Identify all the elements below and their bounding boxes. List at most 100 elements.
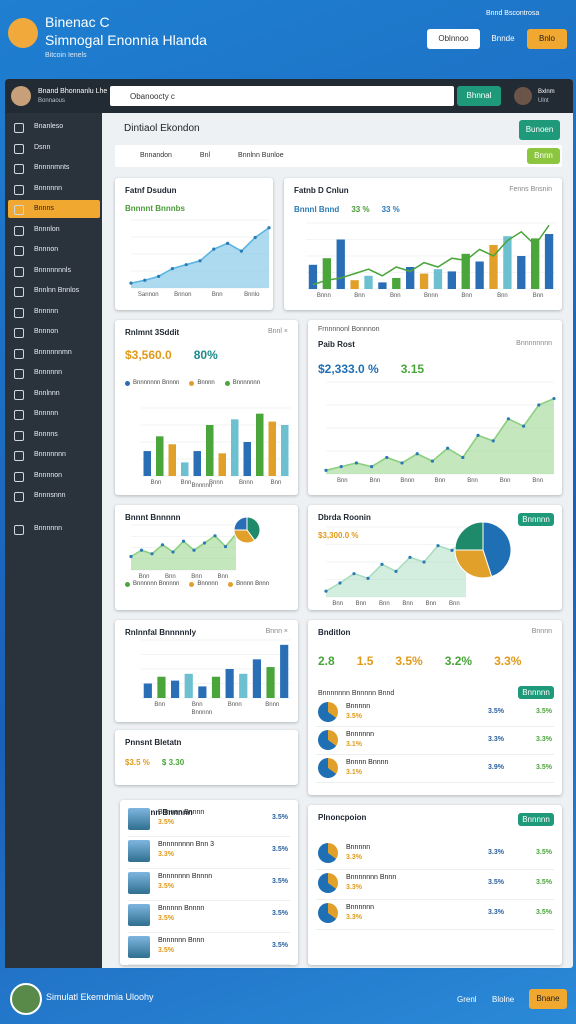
card-note: Bnnnnnnnn [516, 340, 552, 347]
card-title: Pnnsnt Bletatn [125, 738, 182, 747]
sidebar-item[interactable]: Bnnlnn Bnnlos [8, 282, 100, 300]
sidebar-item[interactable]: Bnnnnon [8, 467, 100, 485]
row-divider [316, 899, 554, 900]
x-tick-label: Bnn [212, 292, 223, 298]
card-title: Rnlmnt 3Sddit [125, 328, 180, 337]
topbar-button[interactable]: Bhnnal [457, 86, 501, 106]
bar [364, 275, 373, 289]
row-value: 3.5% [272, 846, 288, 853]
point [537, 403, 541, 407]
chart: Bnn Bnn Bnnn Bnn Bnn Bnn Bnn [324, 381, 556, 484]
chart: Bnn Bnn Bnnn Bnnn [141, 639, 291, 708]
legend: Bnnnnnnn Bnnnn Bnnnn Bnnnnnnn [125, 380, 260, 386]
x-tick-label: Bnnn [239, 480, 253, 486]
bar [198, 686, 207, 698]
point [450, 548, 454, 552]
card-title: Rnlnnfal Bnnnnnly [125, 628, 197, 637]
point [143, 278, 147, 282]
row-pie-icon [318, 843, 338, 863]
bar [206, 425, 214, 476]
point [506, 417, 510, 421]
sidebar-item[interactable]: Bnnnlon [8, 221, 100, 239]
card-title: Fatnf Dsudun [125, 186, 177, 195]
toolbar-tab[interactable]: Bnnandon [140, 152, 172, 159]
stat-value: 80% [193, 348, 218, 362]
sidebar-item[interactable]: Bnnnnnnn [8, 446, 100, 464]
header-button[interactable]: Bnnde [491, 34, 515, 43]
card-button[interactable]: Bnnnnn [518, 513, 554, 526]
sidebar-item[interactable]: Bnnnnnnnls [8, 262, 100, 280]
profile-avatar [514, 87, 532, 105]
row-divider [128, 964, 290, 965]
header-title-1: Binenac C [45, 14, 110, 30]
point [150, 552, 154, 556]
row-divider [316, 754, 554, 755]
profile-name: Bxlnm [538, 89, 555, 95]
row-label: Bnnnnnnnn Bnn 3 [158, 841, 215, 848]
point [415, 452, 419, 456]
bar [168, 444, 176, 476]
footer-link[interactable]: Blolne [492, 995, 515, 1004]
footer-button[interactable]: Bnane [529, 989, 567, 1009]
sidebar-item[interactable]: Bnnnon [8, 241, 100, 259]
sidebar-item[interactable]: Bnanleso [8, 118, 100, 136]
sidebar-item[interactable]: Bnnlnnn [8, 385, 100, 403]
point [324, 589, 328, 593]
sidebar-item[interactable]: Dsnn [8, 139, 100, 157]
search-box[interactable] [110, 86, 454, 106]
toolbar-tab[interactable]: Bnnlnn Bunloe [238, 152, 284, 159]
point [422, 560, 426, 564]
sidebar-item[interactable]: Bnnnnn [8, 303, 100, 321]
bar [433, 269, 443, 289]
card: Rnlnnfal Bnnnnnly Bnnn × Bnnnnn Bnn Bnn Bnnn B… [115, 620, 298, 722]
x-tick-label: Bnnon [174, 292, 191, 298]
sidebar-item[interactable]: Bnnnnnn [8, 180, 100, 198]
card: Rnlmnt 3Sddit Bnnl × $3,560.0 80% Bnnnnnnn B… [115, 320, 298, 495]
sidebar-item[interactable]: Bnnnnnnmn [8, 344, 100, 362]
x-tick-label: Bnn [402, 601, 413, 607]
x-tick-label: Bnn [426, 601, 437, 607]
sidebar-item[interactable]: Bnnnnnn [8, 364, 100, 382]
row-pie-icon [318, 730, 338, 750]
pie-slice [482, 521, 512, 578]
bar [193, 451, 201, 476]
logo [8, 18, 38, 48]
point [223, 545, 228, 549]
x-tick-label: Bnnn [400, 478, 414, 484]
toolbar-tab[interactable]: Bnl [199, 152, 211, 159]
point [129, 554, 133, 559]
row-sub: 3.5% [158, 915, 174, 922]
chart: Bnn Bnn Bnn Bnn [129, 524, 238, 580]
card-button[interactable]: Bnnnnn [518, 813, 554, 826]
sidebar-item[interactable]: Bnnnnmnts [8, 159, 100, 177]
card-kicker: Frnnnnonl Bonnnon [318, 326, 380, 333]
toolbar-items: Bnnandon Bnl Bnnlnn Bunloe [140, 152, 284, 159]
card-button[interactable]: Bnnnnn [518, 686, 554, 699]
point [157, 274, 161, 278]
sidebar-item[interactable]: Bnnnsnnn [8, 487, 100, 505]
point [139, 548, 144, 552]
sidebar-item[interactable]: Bnnnns [8, 426, 100, 444]
sidebar-item[interactable]: Bnnns [8, 200, 100, 218]
card-title: Paib Rost [318, 340, 355, 349]
sidebar-item[interactable]: Bnnnon [8, 323, 100, 341]
header-button[interactable]: Bnlo [527, 29, 567, 49]
title-button[interactable]: Bunoen [519, 120, 560, 140]
sidebar-item[interactable]: Bnnnnnn [8, 520, 100, 538]
bar [231, 419, 239, 476]
toolbar-button[interactable]: Bnnn [527, 148, 560, 164]
footer-link[interactable]: Grenl [457, 995, 477, 1004]
card-title: Plnoncpoion [318, 813, 367, 822]
header-button[interactable]: Oblnnoo [427, 29, 480, 49]
sidebar-item[interactable]: Bnnnnn [8, 405, 100, 423]
row-value: 3.3% [488, 736, 504, 743]
point [226, 241, 230, 245]
legend-swatch [224, 380, 230, 386]
row-sub: 3.5% [346, 713, 362, 720]
bar [157, 676, 166, 698]
x-tick-label: Bnn [390, 293, 401, 299]
stats-row: $2,333.0 % 3.15 [318, 362, 424, 376]
row-divider [316, 869, 554, 870]
x-tick-label: Bnn [191, 574, 202, 580]
stat-value: Bnnnnt Bnnnbs [125, 204, 185, 213]
